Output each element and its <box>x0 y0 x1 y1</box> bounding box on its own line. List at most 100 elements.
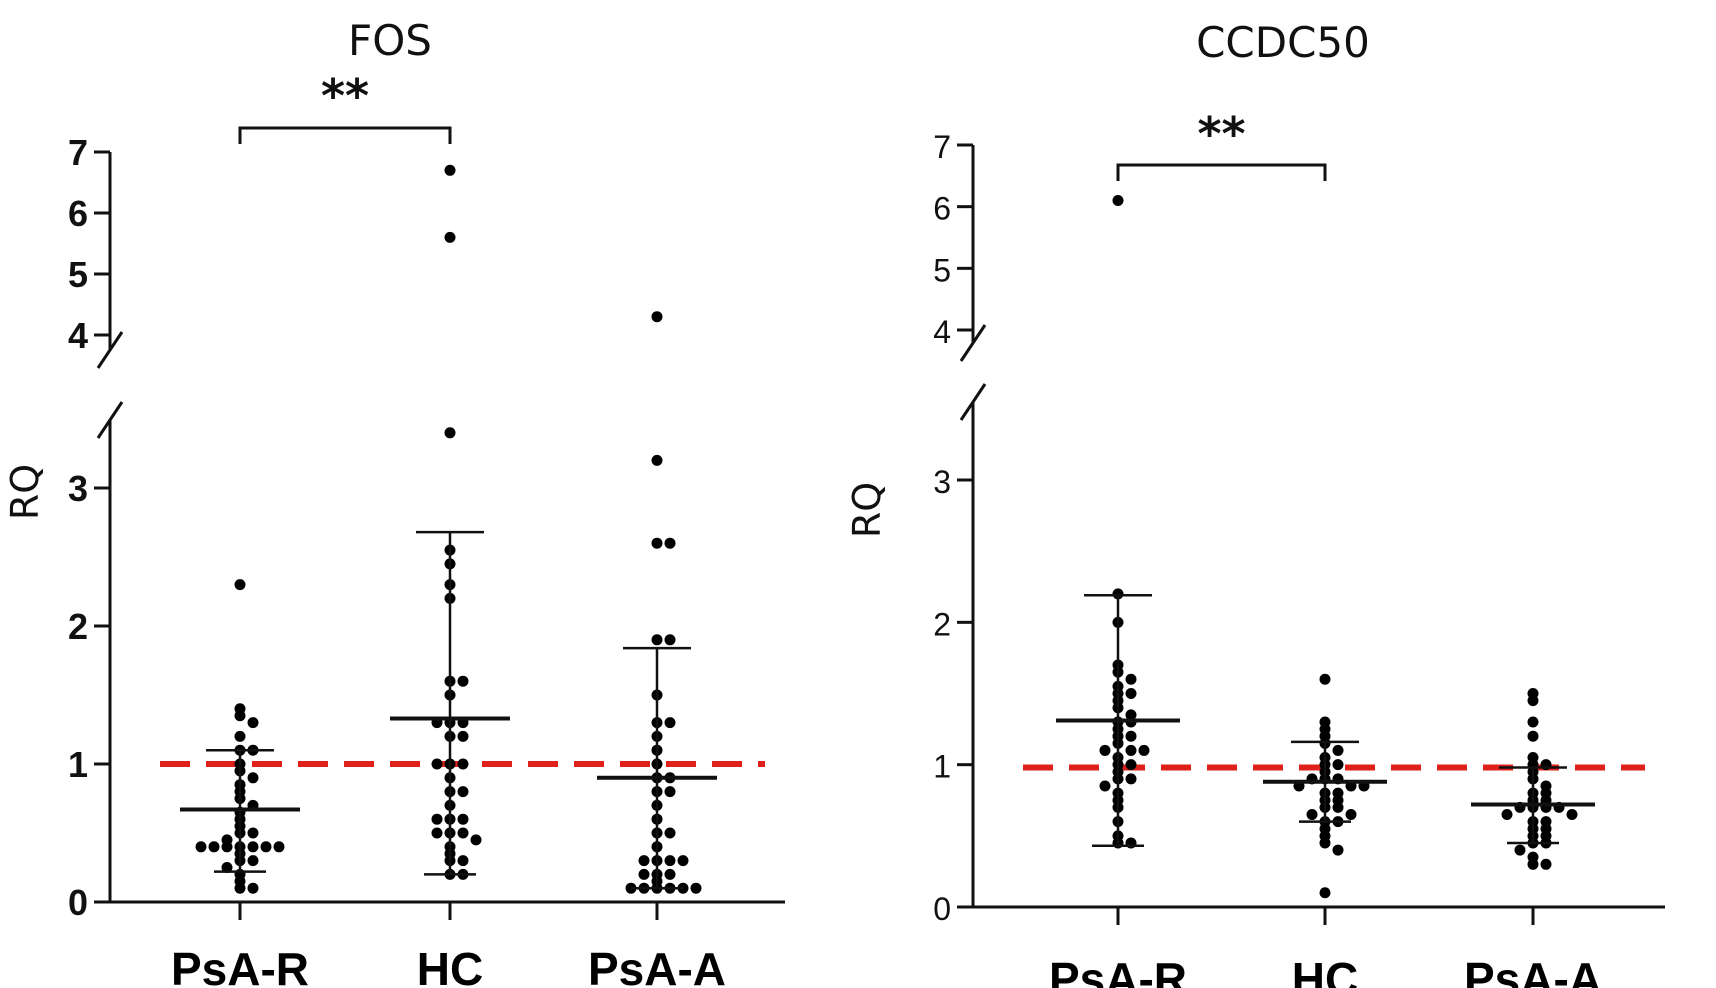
data-point <box>247 882 259 894</box>
data-point <box>651 634 663 646</box>
y-tick-label: 7 <box>933 129 951 165</box>
panel-title: FOS <box>348 16 432 65</box>
y-tick-label: 5 <box>933 252 951 288</box>
data-point <box>1527 730 1539 742</box>
significance-label: ** <box>321 69 369 123</box>
data-point <box>651 311 663 323</box>
data-point <box>273 841 285 853</box>
data-point <box>247 827 259 839</box>
data-point <box>664 537 676 549</box>
data-point <box>1514 844 1526 856</box>
data-point <box>664 827 676 839</box>
data-point <box>431 758 443 770</box>
data-point <box>1501 808 1513 820</box>
data-point <box>664 717 676 729</box>
data-point <box>1125 773 1137 785</box>
y-tick-label: 2 <box>933 606 951 642</box>
significance-bracket <box>238 126 452 144</box>
data-point <box>431 827 443 839</box>
data-point <box>457 827 469 839</box>
data-point <box>664 868 676 880</box>
data-point <box>260 841 272 853</box>
data-point <box>1099 780 1111 792</box>
significance-label: ** <box>1197 107 1245 161</box>
y-tick-label: 6 <box>68 193 88 234</box>
y-tick-label: 4 <box>68 315 88 356</box>
data-point <box>1125 744 1137 756</box>
data-point <box>1527 695 1539 707</box>
significance-bracket <box>1116 163 1327 181</box>
data-point <box>470 834 482 846</box>
axis-break-mark <box>96 401 124 439</box>
data-point <box>664 634 676 646</box>
data-point <box>1319 837 1331 849</box>
data-point <box>638 868 650 880</box>
data-point <box>651 537 663 549</box>
data-point <box>431 813 443 825</box>
data-point <box>1319 673 1331 685</box>
x-tick-label: PsA-R <box>171 943 309 988</box>
data-point <box>1306 808 1318 820</box>
data-point <box>457 758 469 770</box>
panel-fos: FOS RQ 0 1 2 3 4 5 6 7 PsA-R HC PsA-A ** <box>3 16 785 988</box>
y-tick-label: 4 <box>933 314 951 350</box>
y-tick-label: 3 <box>68 468 88 509</box>
data-point <box>1125 759 1137 771</box>
y-axis-label: RQ <box>3 464 47 520</box>
y-tick-label: 0 <box>933 891 951 927</box>
y-tick-label: 1 <box>68 744 88 785</box>
y-tick-label: 1 <box>933 749 951 785</box>
y-tick-label: 6 <box>933 191 951 227</box>
x-tick-label: HC <box>1292 953 1358 988</box>
data-point <box>234 730 246 742</box>
data-point <box>208 841 220 853</box>
data-point <box>1527 716 1539 728</box>
data-point <box>195 841 207 853</box>
data-point <box>1332 759 1344 771</box>
data-point <box>651 454 663 466</box>
data-point <box>234 882 246 894</box>
data-point <box>690 882 702 894</box>
data-point <box>457 675 469 687</box>
data-point <box>457 730 469 742</box>
data-point <box>247 855 259 867</box>
axis-break-mark <box>96 331 124 369</box>
data-point <box>638 855 650 867</box>
data-point <box>1527 858 1539 870</box>
data-point <box>664 855 676 867</box>
y-axis-label: RQ <box>845 482 889 538</box>
data-point <box>221 862 233 873</box>
panel-title: CCDC50 <box>1196 18 1370 67</box>
data-point <box>1319 887 1331 899</box>
data-point <box>457 855 469 867</box>
data-point <box>1112 195 1124 206</box>
data-point <box>1345 808 1357 820</box>
data-point <box>1125 688 1137 699</box>
data-point <box>1125 730 1137 742</box>
data-point <box>444 427 456 439</box>
data-point <box>444 231 456 243</box>
data-point <box>664 786 676 798</box>
x-tick-label: PsA-A <box>588 943 726 988</box>
data-point <box>457 813 469 825</box>
panel-ccdc50: CCDC50 RQ 0 1 2 3 4 5 6 7 PsA-R HC PsA-A ** <box>845 18 1665 988</box>
axis-break-mark <box>959 383 987 421</box>
data-point <box>247 717 259 729</box>
axis-break-mark <box>959 324 987 362</box>
x-tick-label: PsA-A <box>1464 953 1602 988</box>
data-point <box>247 841 259 853</box>
x-tick-label: HC <box>417 943 483 988</box>
y-tick-label: 0 <box>68 882 88 923</box>
data-point <box>234 579 246 591</box>
data-point <box>1332 844 1344 856</box>
data-point <box>234 710 246 722</box>
data-point <box>1112 588 1124 600</box>
data-point <box>247 772 259 784</box>
x-tick-label: PsA-R <box>1049 953 1187 988</box>
data-point <box>1332 744 1344 756</box>
data-point <box>677 855 689 867</box>
data-point <box>444 164 456 176</box>
y-tick-label: 7 <box>68 132 88 173</box>
y-tick-label: 3 <box>933 464 951 500</box>
